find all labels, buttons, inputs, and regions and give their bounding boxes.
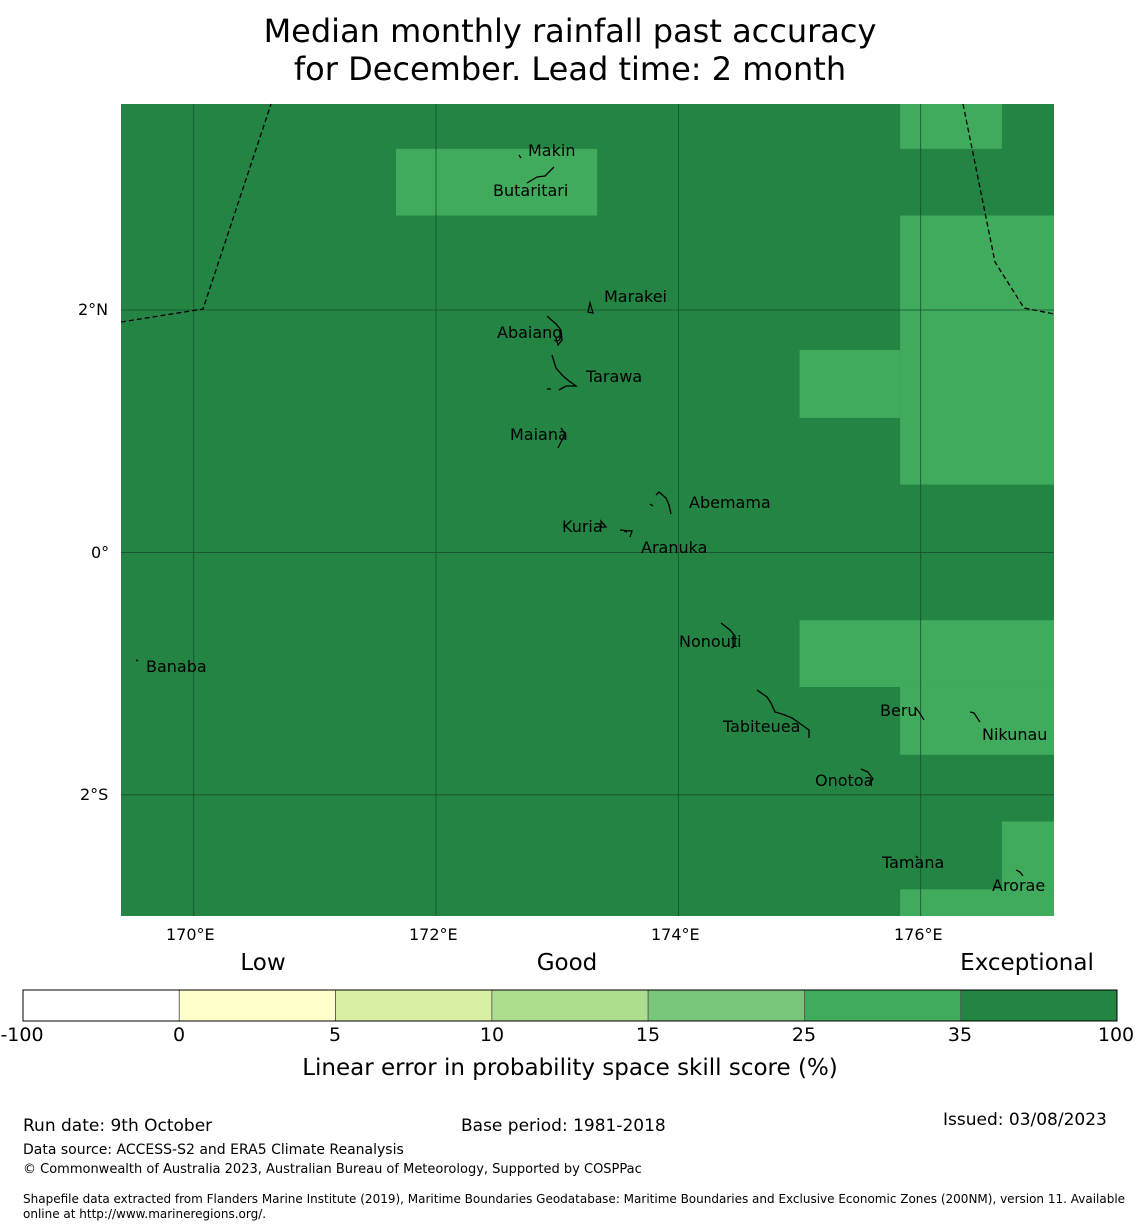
label-banaba: Banaba (146, 657, 207, 676)
cb-tick-minus100: -100 (0, 1024, 44, 1046)
label-arorae: Arorae (992, 876, 1046, 895)
lon-tick-174: 174°E (651, 925, 700, 944)
abemama-outline (649, 491, 672, 515)
banaba-outline (135, 659, 139, 662)
colorbar-bin-2 (335, 989, 493, 1022)
cb-tick-0: 0 (172, 1024, 186, 1046)
label-abaiang: Abaiang (497, 323, 563, 342)
lon-tick-170: 170°E (166, 925, 215, 944)
label-beru: Beru (880, 701, 918, 720)
kuria-outline (600, 519, 608, 528)
maiana-outline (557, 427, 566, 449)
colorbar-label: Linear error in probability space skill … (302, 1055, 838, 1081)
colorbar-bin-6 (960, 989, 1118, 1022)
data-source: Data source: ACCESS-S2 and ERA5 Climate … (23, 1142, 404, 1158)
category-low: Low (240, 950, 286, 976)
label-aranuka: Aranuka (641, 538, 708, 557)
category-good: Good (536, 950, 598, 976)
beru-outline (914, 706, 925, 721)
label-nikunau: Nikunau (982, 725, 1048, 744)
shapefile-credit-line2: online at http://www.marineregions.org/. (23, 1207, 267, 1221)
marakei-outline (587, 300, 594, 314)
colorbar (22, 989, 1118, 1022)
eez-boundaries (120, 103, 1055, 323)
nonouti-outline (720, 622, 736, 649)
shapefile-credit-line1: Shapefile data extracted from Flanders M… (23, 1192, 1126, 1206)
run-date: Run date: 9th October (23, 1116, 213, 1136)
skill-patch-0 (396, 148, 598, 216)
label-kuria: Kuria (562, 517, 603, 536)
cb-tick-25: 25 (791, 1024, 817, 1046)
cb-tick-35: 35 (947, 1024, 973, 1046)
skill-patch-2 (900, 215, 1054, 485)
lon-tick-172: 172°E (409, 925, 458, 944)
colorbar-bin-4 (647, 989, 805, 1022)
abaiang-outline (546, 315, 563, 347)
skill-patches (396, 104, 1054, 916)
cb-tick-100: 100 (1097, 1024, 1135, 1046)
colorbar-bin-5 (804, 989, 962, 1022)
issued-date: Issued: 03/08/2023 (943, 1110, 1107, 1130)
base-period: Base period: 1981-2018 (461, 1116, 666, 1136)
colorbar-bin-0 (22, 989, 180, 1022)
butaritari-outline (518, 154, 555, 184)
tarawa-outline (547, 354, 579, 391)
onotoa-outline (860, 768, 874, 785)
category-exceptional: Exceptional (960, 950, 1094, 976)
label-abemama: Abemama (689, 493, 771, 512)
island-outlines (135, 154, 1024, 877)
colorbar-bin-3 (491, 989, 649, 1022)
lat-tick-0: 0° (91, 543, 110, 562)
label-onotoa: Onotoa (815, 771, 874, 790)
skill-patch-6 (1001, 821, 1054, 890)
map-background (121, 104, 1054, 916)
cb-tick-5: 5 (328, 1024, 342, 1046)
colorbar-frame (22, 989, 1118, 1022)
eez-boundary-east (962, 103, 1055, 315)
lat-tick-2s: 2°S (80, 785, 109, 804)
label-maiana: Maiana (510, 425, 568, 444)
arorae-outline (1015, 869, 1024, 877)
label-tamana: Tamana (882, 853, 945, 872)
map-title-line1: Median monthly rainfall past accuracy (263, 12, 877, 50)
skill-patch-7 (900, 889, 1054, 916)
label-marakei: Marakei (604, 287, 667, 306)
tamana-outline (915, 855, 919, 859)
skill-patch-5 (900, 686, 1054, 755)
label-nonouti: Nonouti (679, 632, 742, 651)
tabiteuea-outline (756, 689, 810, 738)
skill-patch-3 (799, 350, 901, 418)
map-title-line2: for December. Lead time: 2 month (293, 50, 847, 88)
eez-boundary-west (120, 103, 272, 323)
label-makin: Makin (528, 141, 576, 160)
label-tabiteuea: Tabiteuea (723, 717, 801, 736)
nikunau-outline (969, 711, 981, 723)
cb-tick-15: 15 (635, 1024, 661, 1046)
skill-patch-4 (799, 620, 1054, 687)
colorbar-bin-1 (178, 989, 336, 1022)
aranuka-outline (619, 529, 633, 538)
label-tarawa: Tarawa (586, 367, 643, 386)
lat-tick-2n: 2°N (78, 300, 109, 319)
skill-patch-1 (900, 104, 1002, 149)
cb-tick-10: 10 (479, 1024, 505, 1046)
lon-tick-176: 176°E (894, 925, 943, 944)
copyright: © Commonwealth of Australia 2023, Austra… (23, 1162, 642, 1177)
graticule (121, 104, 1054, 916)
label-butaritari: Butaritari (493, 181, 569, 200)
